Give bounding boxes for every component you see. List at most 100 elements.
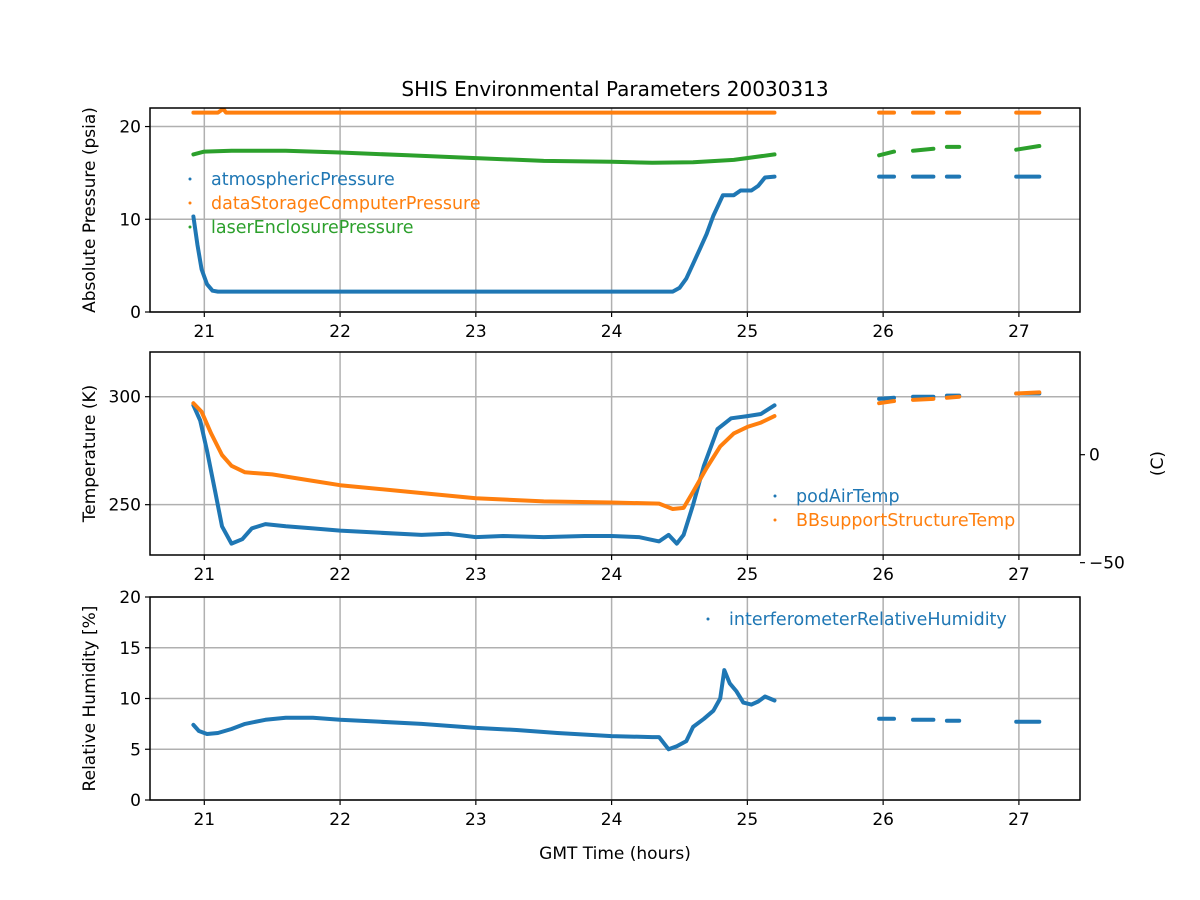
data-point — [684, 739, 688, 743]
chart-title: SHIS Environmental Parameters 20030313 — [401, 77, 828, 101]
data-point — [745, 414, 750, 418]
data-point — [224, 111, 228, 115]
data-point — [474, 496, 478, 500]
data-point — [216, 290, 220, 294]
data-point — [1014, 175, 1018, 179]
data-point — [945, 145, 949, 149]
data-point — [555, 731, 559, 735]
series-laserEnclosurePressure — [191, 144, 1042, 165]
data-point — [931, 175, 936, 179]
data-point — [772, 698, 777, 703]
data-point — [474, 290, 478, 294]
data-point — [691, 503, 695, 507]
data-point — [911, 111, 915, 115]
legend-label: laserEnclosurePressure — [211, 218, 414, 238]
data-point — [877, 401, 881, 405]
y-axis-label: Relative Humidity [%] — [80, 606, 100, 792]
data-point — [210, 289, 215, 293]
data-point — [220, 524, 224, 528]
data-point — [698, 247, 702, 251]
data-segment-BBsupportStructureTemp — [877, 399, 896, 406]
data-point — [650, 161, 654, 165]
x-tick-label: 24 — [601, 565, 623, 585]
data-point — [610, 534, 614, 538]
data-point — [682, 506, 686, 510]
data-point — [270, 290, 274, 294]
data-point — [877, 397, 881, 401]
x-tick-label: 25 — [737, 322, 759, 342]
data-point — [406, 490, 410, 494]
data-point — [691, 725, 695, 729]
data-point — [675, 744, 679, 748]
data-point — [741, 701, 745, 705]
series-dataStorageComputerPressure — [191, 108, 1042, 115]
data-point — [270, 472, 274, 476]
legend-label: BBsupportStructureTemp — [796, 511, 1015, 531]
data-point — [911, 395, 915, 399]
data-segment-BBsupportStructureTemp — [911, 396, 936, 402]
data-point — [749, 188, 754, 193]
data-point — [474, 156, 478, 160]
x-tick-label: 27 — [1008, 565, 1030, 585]
y-tick-label: 10 — [119, 690, 141, 710]
data-point — [877, 111, 881, 115]
data-point — [732, 193, 736, 197]
data-point — [675, 542, 679, 546]
data-point — [945, 719, 949, 723]
data-point — [240, 537, 244, 541]
series-interferometerRelativeHumidity — [191, 668, 1042, 752]
data-point — [772, 414, 777, 418]
x-tick-label: 25 — [737, 565, 759, 585]
data-point — [657, 502, 661, 506]
data-point — [1037, 390, 1041, 394]
data-point — [1037, 144, 1041, 148]
data-point — [284, 149, 288, 153]
data-point — [542, 499, 546, 503]
y-tick-label: 250 — [109, 496, 141, 516]
data-point — [702, 464, 706, 468]
legend-label: atmosphericPressure — [211, 170, 395, 190]
data-point — [338, 290, 342, 294]
data-point — [610, 734, 614, 738]
data-point — [759, 421, 763, 425]
right-y-tick-label: 0 — [1089, 446, 1100, 466]
data-point — [759, 412, 763, 416]
data-point — [911, 718, 915, 722]
data-segment-laserEnclosurePressure — [1014, 144, 1042, 152]
data-point — [419, 722, 424, 726]
data-point — [739, 188, 743, 193]
x-tick-label: 26 — [872, 810, 894, 830]
data-point — [191, 723, 195, 727]
data-point — [715, 427, 720, 431]
y-axis-label: Temperature (K) — [80, 385, 100, 524]
data-point — [209, 431, 213, 435]
data-point — [711, 709, 716, 713]
data-point — [682, 533, 686, 537]
data-point — [338, 483, 342, 487]
y-tick-label: 20 — [119, 588, 141, 608]
axes-frame — [149, 107, 1081, 313]
data-point — [243, 722, 247, 726]
data-point — [691, 262, 695, 266]
data-point — [911, 398, 915, 402]
legend-marker — [188, 225, 192, 229]
data-point — [191, 214, 195, 219]
data-point — [379, 720, 383, 724]
data-point — [1014, 391, 1018, 396]
legend-marker — [773, 494, 777, 498]
right-y-tick-label: −50 — [1089, 554, 1125, 574]
data-point — [772, 152, 777, 156]
x-tick-label: 27 — [1008, 322, 1030, 342]
data-point — [311, 479, 315, 483]
data-point — [763, 175, 767, 180]
data-point — [447, 532, 451, 536]
data-point — [728, 681, 732, 685]
y-tick-label: 10 — [119, 210, 141, 230]
data-point — [284, 524, 288, 528]
data-point — [772, 175, 777, 179]
data-point — [419, 533, 424, 537]
data-point — [515, 728, 519, 732]
legend-marker — [773, 518, 777, 522]
